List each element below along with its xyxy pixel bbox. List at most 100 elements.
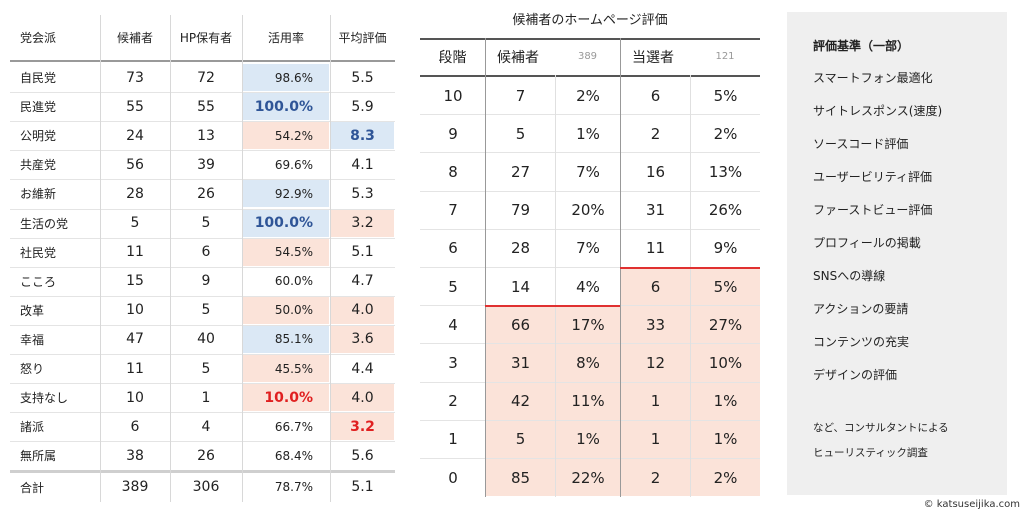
cell: 17% xyxy=(556,306,620,344)
cell: 26 xyxy=(197,447,215,464)
cell: 2 xyxy=(621,459,690,497)
cell: 5 xyxy=(486,420,555,458)
cell: 5 xyxy=(448,277,458,296)
cell: 4.0 xyxy=(331,384,394,412)
rule xyxy=(330,15,331,503)
cell: 1% xyxy=(691,382,760,420)
cell: 1% xyxy=(556,420,620,458)
cell: 合計 xyxy=(20,480,45,495)
header-cell: HP保有者 xyxy=(179,31,233,45)
cell: 33 xyxy=(621,306,690,344)
cell: 20% xyxy=(571,201,605,220)
cell: 0 xyxy=(448,468,458,487)
cell: 78.7% xyxy=(274,480,313,495)
cell: 66 xyxy=(486,306,555,344)
copyright: © katsuseijika.com xyxy=(923,498,1020,510)
cell: 11 xyxy=(645,239,666,258)
cell: 72 xyxy=(197,69,215,86)
rule xyxy=(420,343,760,345)
cell: 1 xyxy=(201,389,211,406)
cell: 1% xyxy=(691,420,760,458)
cell: 6 xyxy=(621,268,690,306)
threshold-line xyxy=(485,305,620,308)
criteria-item: ソースコード評価 xyxy=(813,136,909,151)
cell: 5 xyxy=(130,215,140,232)
cell: 6 xyxy=(448,239,458,258)
criteria-title: 評価基準（一部） xyxy=(813,38,910,53)
rule xyxy=(10,60,395,62)
cell: 9% xyxy=(713,239,738,258)
cell: 怒り xyxy=(20,362,45,377)
cell: 55 xyxy=(126,98,144,115)
cell: 10 xyxy=(443,86,463,105)
table-title: 候補者のホームページ評価 xyxy=(512,12,668,28)
cell: 6 xyxy=(201,244,211,261)
rule xyxy=(420,381,760,383)
criteria-item: サイトレスポンス(速度) xyxy=(813,103,943,118)
cell: 38 xyxy=(126,447,144,464)
cell: 諸派 xyxy=(20,420,45,435)
rule xyxy=(420,38,760,40)
cell: 5.1 xyxy=(351,479,374,496)
cell: 9 xyxy=(201,273,211,290)
cell: 5.1 xyxy=(351,244,374,261)
cell: 9 xyxy=(448,124,458,143)
cell: 5 xyxy=(201,302,211,319)
cell: 98.6% xyxy=(243,64,329,92)
cell: 68.4% xyxy=(274,448,313,463)
cell: 5 xyxy=(201,215,211,232)
cell: 4.7 xyxy=(351,273,374,290)
rule xyxy=(420,114,760,116)
header-count: 389 xyxy=(577,51,598,62)
criteria-note: など、コンサルタントによる xyxy=(813,421,949,434)
cell: 31 xyxy=(645,201,666,220)
cell: 26 xyxy=(197,185,215,202)
cell: 2% xyxy=(713,124,738,143)
header-cell: 段階 xyxy=(438,49,467,66)
cell: 支持なし xyxy=(20,391,69,406)
rule xyxy=(10,150,395,152)
cell: 5% xyxy=(713,86,738,105)
cell: 39 xyxy=(197,156,215,173)
rule xyxy=(10,179,395,181)
cell: 4% xyxy=(576,277,600,296)
rule xyxy=(10,208,395,210)
cell: 7 xyxy=(515,86,526,105)
rule xyxy=(10,354,395,355)
cell: 13% xyxy=(708,162,743,181)
cell: 6 xyxy=(130,418,140,435)
rule xyxy=(10,470,395,474)
cell: 1 xyxy=(621,382,690,420)
header-cell: 党会派 xyxy=(20,31,57,45)
rule xyxy=(10,295,395,297)
cell: 5% xyxy=(691,268,760,306)
criteria-item: ファーストビュー評価 xyxy=(813,202,933,217)
cell: 5 xyxy=(201,360,211,377)
cell: 26% xyxy=(708,201,743,220)
cell: 3.2 xyxy=(331,413,394,441)
criteria-item: プロフィールの掲載 xyxy=(813,235,921,250)
cell: 4.4 xyxy=(351,360,374,377)
cell: 54.2% xyxy=(243,122,329,150)
cell: 11 xyxy=(126,360,144,377)
rule xyxy=(690,75,691,498)
criteria-item: アクションの要請 xyxy=(813,301,909,316)
cell: 24 xyxy=(126,127,144,144)
cell: 無所属 xyxy=(20,449,57,464)
cell: 28 xyxy=(126,185,144,202)
cell: 4 xyxy=(448,315,458,334)
cell: 8.3 xyxy=(331,122,394,150)
cell: 60.0% xyxy=(274,274,313,289)
header-count: 121 xyxy=(715,51,735,62)
rule xyxy=(420,267,760,268)
cell: 1 xyxy=(448,430,458,449)
cell: 自民党 xyxy=(20,71,57,86)
criteria-item: ユーザービリティ評価 xyxy=(813,169,933,184)
threshold-line xyxy=(620,267,760,269)
rule xyxy=(420,419,760,421)
cell: 2% xyxy=(691,459,760,497)
criteria-panel: 評価基準（一部） スマートフォン最適化 サイトレスポンス(速度) ソースコード評価 ユー… xyxy=(787,12,1007,495)
criteria-item: コンテンツの充実 xyxy=(813,334,910,349)
rule xyxy=(170,15,171,503)
cell: 27% xyxy=(691,306,760,344)
